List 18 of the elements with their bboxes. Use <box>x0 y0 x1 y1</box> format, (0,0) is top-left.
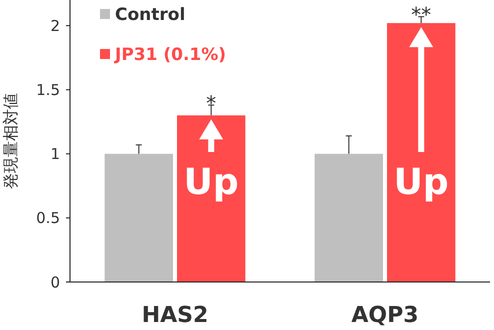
y-tick-label: 0.5 <box>36 209 60 228</box>
legend-label: Control <box>115 4 186 25</box>
annotation: ** <box>411 2 432 27</box>
bar <box>177 115 246 282</box>
annotation: * <box>206 91 216 116</box>
bar <box>104 154 173 282</box>
annotation: Up <box>184 162 239 203</box>
y-tick-label: 1.5 <box>36 80 60 99</box>
y-tick-label: 2 <box>50 16 60 35</box>
annotation: Up <box>394 162 449 203</box>
bar <box>387 23 456 282</box>
legend-label: JP31 (0.1%) <box>114 44 226 65</box>
x-tick-label: AQP3 <box>351 303 419 328</box>
bar <box>314 154 383 282</box>
y-tick-label: 0 <box>50 273 60 292</box>
y-tick-label: 1 <box>50 145 60 164</box>
y-axis-title: 発現量相対値 <box>1 93 20 189</box>
x-tick-label: HAS2 <box>142 303 208 328</box>
